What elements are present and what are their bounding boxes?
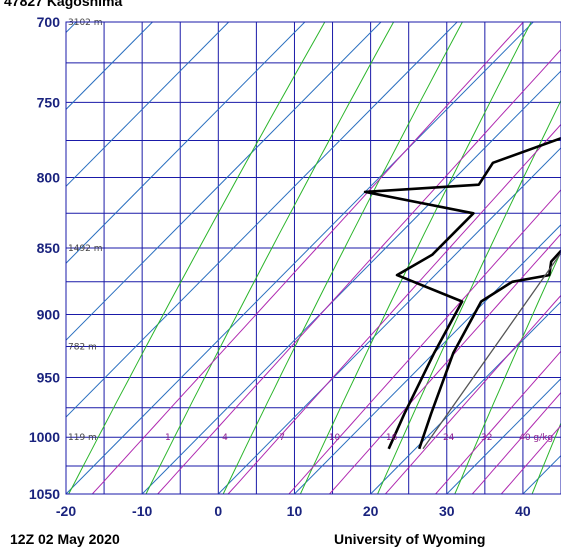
credit-label: University of Wyoming — [334, 531, 486, 547]
isotherm-line — [66, 22, 534, 494]
temperature-tick-label: 20 — [363, 503, 379, 519]
mixing-ratio-label: 1 — [165, 433, 171, 443]
temperature-tick-label: 10 — [287, 503, 303, 519]
temperature-line — [417, 248, 561, 450]
mixing-ratio-label: 7 — [279, 433, 285, 443]
temperature-tick-label: 30 — [439, 503, 455, 519]
mixing-ratio-label: 40 g/kg — [519, 433, 553, 443]
mixing-ratio-line — [157, 48, 561, 494]
station-title: 47827 Kagoshima — [4, 0, 123, 9]
mixing-ratio-line — [385, 294, 561, 494]
plot-area — [66, 22, 561, 494]
mixing-ratio-line — [91, 22, 524, 494]
isotherm-line — [217, 147, 561, 494]
dry-adiabat — [145, 22, 395, 494]
isotherm-line — [66, 22, 153, 111]
mixing-ratio-label: 4 — [222, 433, 228, 443]
dry-adiabat — [454, 250, 561, 494]
isotherm-line — [66, 22, 77, 34]
mixing-ratio-line — [471, 391, 561, 494]
pressure-tick-label: 950 — [37, 369, 61, 385]
dry-adiabat — [299, 22, 532, 494]
isotherm-line — [446, 377, 561, 494]
pressure-tick-label: 700 — [37, 14, 61, 30]
pressure-tick-label: 750 — [37, 94, 61, 110]
pressure-tick-label: 850 — [37, 240, 61, 256]
pressure-tick-label: 1050 — [29, 486, 60, 502]
isotherm-line — [141, 70, 561, 494]
mixing-ratio-label: 24 — [443, 433, 455, 443]
isotherm-line — [66, 22, 458, 418]
temperature-tick-label: -20 — [56, 503, 76, 519]
dry-adiabat — [377, 99, 561, 494]
isotherm-line — [370, 300, 561, 494]
parcel-line — [422, 251, 561, 450]
temperature-tick-label: 0 — [214, 503, 222, 519]
pressure-tick-label: 1000 — [29, 429, 60, 445]
dry-adiabat — [68, 22, 326, 494]
isotherm-line — [66, 22, 230, 188]
timestamp-label: 12Z 02 May 2020 — [10, 531, 120, 547]
height-label: 119 m — [68, 433, 97, 443]
height-label: 1492 m — [68, 244, 103, 254]
pressure-tick-label: 800 — [37, 169, 61, 185]
pressure-tick-label: 900 — [37, 307, 61, 323]
mixing-ratio-line — [435, 350, 561, 494]
mixing-ratio-line — [500, 424, 561, 494]
mixing-ratio-label: 16 — [386, 433, 398, 443]
temperature-tick-label: 40 — [515, 503, 531, 519]
mixing-ratio-label: 10 — [329, 433, 341, 443]
temperature-tick-label: -10 — [132, 503, 152, 519]
dry-adiabat — [222, 22, 463, 494]
mixing-ratio-line — [288, 189, 561, 494]
isotherm-line — [294, 224, 561, 494]
isotherm-line — [66, 22, 306, 264]
isotherm-line — [66, 22, 382, 341]
height-label: 782 m — [68, 342, 97, 352]
dewpoint-line — [363, 136, 561, 450]
plot-border — [65, 21, 561, 495]
mixing-ratio-label: 32 — [481, 433, 492, 443]
height-label: 3102 m — [68, 18, 103, 28]
mixing-ratio-line — [227, 123, 561, 494]
